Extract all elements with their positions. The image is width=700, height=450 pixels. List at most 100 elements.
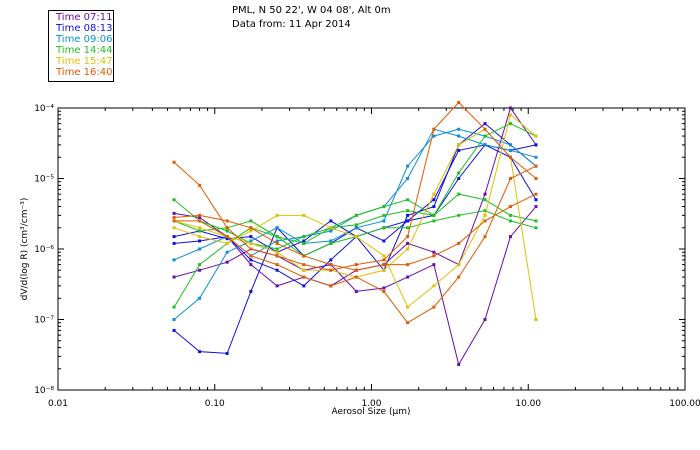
data-point [302, 268, 306, 272]
data-point [534, 219, 538, 223]
data-point [457, 241, 461, 245]
data-point [249, 247, 253, 251]
data-point [406, 321, 410, 325]
data-point [457, 263, 461, 267]
data-point [354, 268, 358, 272]
series-line-0 [174, 106, 537, 287]
data-point [198, 215, 202, 219]
data-point [329, 219, 333, 223]
data-point [275, 239, 279, 243]
legend-box: Time 07:11 Time 08:13 Time 09:06 Time 14… [48, 10, 114, 82]
series-line-12 [173, 101, 537, 271]
legend-entry-0906: Time 09:06 [56, 34, 113, 45]
data-point [483, 198, 487, 202]
data-point [275, 226, 279, 230]
data-point [457, 143, 461, 147]
data-point [406, 241, 410, 245]
y-tick-label: 10⁻⁵ [34, 175, 54, 185]
data-point [483, 235, 487, 239]
data-point [354, 275, 358, 279]
data-point [198, 239, 202, 243]
data-point [534, 155, 538, 159]
data-point [225, 260, 229, 264]
data-point [302, 241, 306, 245]
data-point [198, 219, 202, 223]
data-point [198, 226, 202, 230]
data-point [302, 284, 306, 288]
data-point [249, 258, 253, 262]
data-point [534, 164, 538, 168]
data-point [406, 235, 410, 239]
data-point [382, 205, 386, 209]
data-point [172, 258, 176, 262]
data-point [329, 229, 333, 233]
data-point [249, 226, 253, 230]
station-info: PML, N 50 22', W 04 08', Alt 0m [232, 5, 391, 16]
data-point [225, 351, 229, 355]
y-tick-label: 10⁻⁸ [34, 386, 54, 396]
data-point [249, 289, 253, 293]
data-point [406, 213, 410, 217]
data-point [483, 122, 487, 126]
data-point [382, 219, 386, 223]
data-point [432, 219, 436, 223]
data-point [249, 239, 253, 243]
data-point [534, 192, 538, 196]
data-point [225, 226, 229, 230]
data-point [225, 235, 229, 239]
y-axis-label: dV/d(log R) (cm³/cm⁻³) [20, 198, 30, 301]
plot-area [57, 107, 686, 391]
data-point [406, 263, 410, 267]
data-point [275, 241, 279, 245]
data-point [172, 275, 176, 279]
x-tick-label: 100.00 [669, 399, 700, 409]
data-point [508, 143, 512, 147]
data-point [354, 213, 358, 217]
data-point [432, 263, 436, 267]
data-point [432, 127, 436, 131]
legend-entry-0711: Time 07:11 [56, 12, 113, 23]
data-point [172, 211, 176, 215]
data-point [508, 219, 512, 223]
data-point [329, 239, 333, 243]
data-point [508, 122, 512, 126]
data-point [172, 235, 176, 239]
data-point [225, 241, 229, 245]
data-point [432, 250, 436, 254]
data-point [275, 247, 279, 251]
data-point [508, 113, 512, 117]
axes-group: 0.01 0.10 1.00 10.00 100.00 10⁻⁸ 10⁻⁷ 10⁻⁶ 10⁻⁵ 1… [34, 104, 700, 409]
data-point [225, 229, 229, 233]
data-point [382, 286, 386, 290]
data-point [172, 328, 176, 332]
data-point [329, 268, 333, 272]
data-point [172, 215, 176, 219]
data-date: Data from: 11 Apr 2014 [232, 19, 351, 30]
data-point [198, 247, 202, 251]
data-point [432, 213, 436, 217]
data-point [172, 318, 176, 321]
legend-entry-1444: Time 14:44 [56, 45, 113, 56]
data-point [354, 235, 358, 239]
data-point [457, 177, 461, 180]
data-point [534, 198, 538, 202]
data-point [457, 192, 461, 196]
data-point [354, 289, 358, 293]
data-point [198, 183, 202, 187]
data-point [483, 318, 487, 321]
data-point [354, 223, 358, 227]
data-point [302, 275, 306, 279]
data-point [534, 134, 538, 138]
data-point [225, 237, 229, 241]
data-point [483, 192, 487, 196]
data-point [534, 177, 538, 180]
data-point [172, 219, 176, 223]
legend-entry-1640: Time 16:40 [56, 67, 113, 78]
y-tick-label: 10⁻⁶ [34, 245, 54, 255]
data-point [483, 127, 487, 131]
data-point [249, 254, 253, 258]
data-point [275, 284, 279, 288]
data-point [275, 235, 279, 239]
data-point [483, 134, 487, 138]
